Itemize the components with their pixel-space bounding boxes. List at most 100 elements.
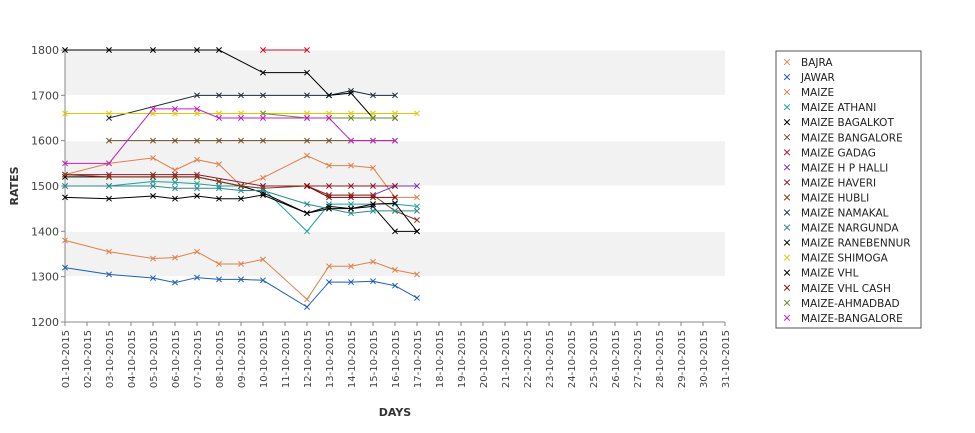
- data-point: [194, 171, 200, 178]
- legend-marker: [783, 239, 791, 246]
- legend-marker: [783, 164, 791, 171]
- data-point: [326, 201, 332, 208]
- data-point: [370, 258, 376, 265]
- data-point: [194, 173, 200, 180]
- data-point: [392, 200, 398, 207]
- x-tick-label: 31-10-2015: [721, 330, 732, 388]
- data-point: [348, 110, 354, 117]
- data-point: [304, 210, 310, 217]
- legend-label: MAIZE BANGALORE: [801, 132, 903, 144]
- legend-marker: [783, 88, 791, 96]
- data-point: [370, 164, 376, 171]
- x-tick-label: 09-10-2015: [237, 330, 248, 388]
- data-point: [326, 205, 332, 212]
- data-point: [304, 228, 310, 235]
- legend-box: [775, 50, 922, 329]
- data-point: [392, 228, 398, 235]
- data-point: [194, 110, 200, 117]
- y-tick-label: 1500: [31, 180, 59, 193]
- data-point: [194, 248, 200, 255]
- grid-band: [65, 140, 725, 186]
- data-point: [392, 194, 398, 201]
- data-point: [216, 47, 222, 53]
- series: [62, 192, 420, 235]
- x-tick-label: 29-10-2015: [677, 330, 688, 388]
- data-point: [194, 185, 200, 192]
- data-point: [62, 183, 68, 189]
- series: [62, 264, 420, 310]
- data-point: [392, 137, 398, 144]
- data-point: [106, 160, 112, 167]
- x-tick-label: 06-10-2015: [171, 330, 182, 388]
- x-tick-label: 13-10-2015: [325, 330, 336, 388]
- series: [260, 47, 310, 53]
- data-point: [326, 194, 332, 201]
- legend-marker: [783, 149, 791, 156]
- data-point: [326, 137, 332, 144]
- data-point: [326, 183, 332, 189]
- data-point: [370, 137, 376, 144]
- data-point: [194, 137, 200, 144]
- data-point: [216, 92, 222, 99]
- data-point: [260, 137, 266, 144]
- legend-marker: [783, 299, 791, 306]
- data-point: [370, 192, 376, 199]
- data-point: [304, 201, 310, 208]
- y-tick-label: 1300: [31, 271, 59, 284]
- data-point: [194, 92, 200, 99]
- data-point: [414, 203, 420, 210]
- series-line: [108, 90, 395, 119]
- data-point: [304, 92, 310, 99]
- data-point: [370, 201, 376, 208]
- series-line: [64, 174, 418, 221]
- data-point: [150, 178, 156, 185]
- data-point: [172, 254, 178, 261]
- data-point: [392, 282, 398, 289]
- series: [62, 47, 398, 121]
- x-tick-label: 14-10-2015: [347, 330, 358, 388]
- y-tick-label: 1200: [31, 316, 59, 329]
- x-tick-label: 21-10-2015: [501, 330, 512, 388]
- data-point: [348, 162, 354, 169]
- data-point: [194, 105, 200, 112]
- data-point: [370, 207, 376, 214]
- data-point: [238, 261, 244, 267]
- data-point: [172, 173, 178, 180]
- data-point: [326, 279, 332, 286]
- data-point: [106, 271, 112, 278]
- data-point: [194, 193, 200, 199]
- legend-label: MAIZE VHL CASH: [801, 283, 891, 295]
- legend-label: BAJRA: [801, 57, 833, 69]
- data-point: [414, 183, 420, 189]
- series: [62, 105, 398, 167]
- data-point: [304, 296, 310, 303]
- axes: 1200 1300 1400 1500 1600 1700 1800 01-10-2015 02…: [31, 44, 732, 388]
- x-tick-label: 01-10-2015: [61, 330, 72, 388]
- data-point: [304, 304, 310, 310]
- data-point: [216, 195, 222, 202]
- x-tick-label: 20-10-2015: [479, 330, 490, 388]
- legend-label: MAIZE VHL: [801, 268, 859, 280]
- data-point: [216, 161, 222, 168]
- x-tick-label: 15-10-2015: [369, 330, 380, 388]
- data-point: [260, 110, 266, 117]
- legend-label: MAIZE RANEBENNUR: [801, 238, 911, 250]
- data-point: [172, 110, 178, 117]
- data-point: [106, 173, 112, 180]
- legend-label: MAIZE-AHMADBAD: [801, 298, 900, 310]
- x-tick-label: 08-10-2015: [215, 330, 226, 388]
- data-point: [392, 92, 398, 99]
- legend-label: MAIZE HUBLI: [801, 192, 869, 204]
- legend-label: MAIZE ATHANI: [801, 102, 876, 114]
- data-point: [216, 110, 222, 117]
- series-line: [64, 194, 418, 232]
- data-point: [194, 274, 200, 281]
- grid-band: [65, 231, 725, 277]
- legend-label: JAWAR: [800, 72, 835, 84]
- legend-label: MAIZE HAVERI: [801, 177, 876, 189]
- legend-marker: [783, 58, 791, 66]
- x-tick-label: 05-10-2015: [149, 330, 160, 388]
- data-point: [172, 137, 178, 144]
- data-point: [106, 137, 112, 144]
